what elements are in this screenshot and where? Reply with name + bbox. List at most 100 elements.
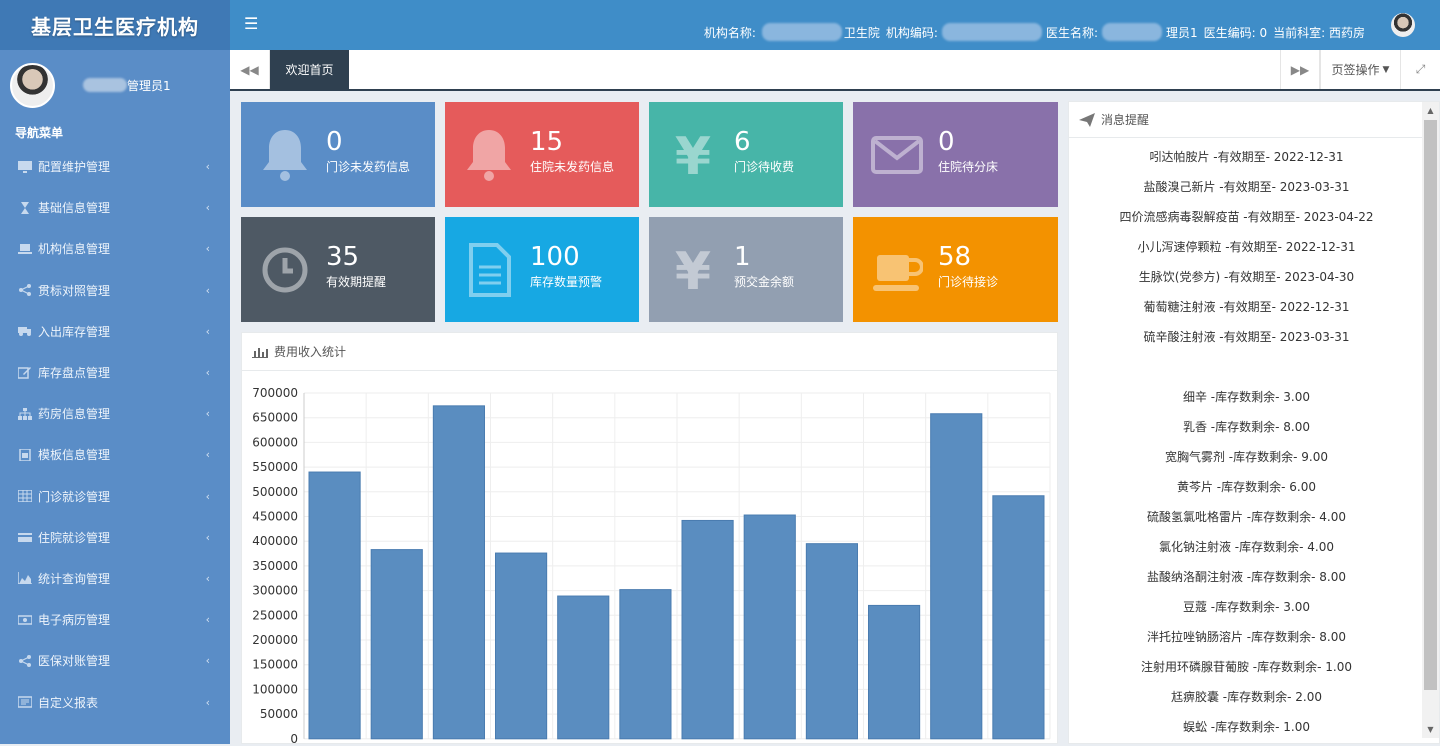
sidebar-item-label: 配置维护管理 bbox=[38, 160, 111, 175]
message-panel-header: 消息提醒 bbox=[1069, 102, 1439, 138]
scroll-down-icon[interactable]: ▼ bbox=[1427, 725, 1434, 734]
bar-12[interactable] bbox=[992, 495, 1045, 740]
stock-message: 注射用环磷腺苷葡胺 -库存数剩余- 1.00 bbox=[1140, 660, 1352, 674]
sidebar-item-label: 机构信息管理 bbox=[38, 242, 111, 257]
sidebar-item-label: 住院就诊管理 bbox=[38, 530, 111, 545]
tile-label: 门诊未发药信息 bbox=[326, 160, 411, 174]
tile-count: 100 bbox=[530, 242, 580, 272]
sidebar-item-2[interactable]: 基础信息管理 ‹ bbox=[0, 187, 230, 228]
bar-5[interactable] bbox=[557, 595, 610, 740]
sidebar-item-11[interactable]: 统计查询管理 ‹ bbox=[0, 558, 230, 599]
tile-count: 35 bbox=[326, 242, 360, 272]
message-panel-title: 消息提醒 bbox=[1101, 113, 1150, 127]
sidebar-item-8[interactable]: 模板信息管理 ‹ bbox=[0, 434, 230, 475]
bar-8[interactable] bbox=[743, 514, 796, 740]
tile-count: 15 bbox=[530, 127, 564, 157]
bar-3[interactable] bbox=[432, 405, 485, 740]
y-tick-label: 350000 bbox=[252, 559, 298, 573]
menu-toggle-icon[interactable]: ☰ bbox=[244, 14, 259, 33]
tile-count: 0 bbox=[326, 127, 343, 157]
stock-message: 尪痹胶囊 -库存数剩余- 2.00 bbox=[1170, 690, 1322, 704]
stat-tile-4[interactable]: 0 住院待分床 bbox=[853, 102, 1058, 207]
sidebar-item-14[interactable]: 自定义报表 ‹ bbox=[0, 681, 230, 722]
y-tick-label: 700000 bbox=[252, 386, 298, 400]
tab-home[interactable]: 欢迎首页 bbox=[270, 50, 349, 89]
chevron-left-icon: ‹ bbox=[205, 695, 210, 709]
clock-icon bbox=[259, 243, 311, 297]
sidebar-item-7[interactable]: 药房信息管理 ‹ bbox=[0, 393, 230, 434]
sidebar-item-1[interactable]: 配置维护管理 ‹ bbox=[0, 146, 230, 187]
stat-tile-1[interactable]: 0 门诊未发药信息 bbox=[241, 102, 435, 207]
envelope-icon bbox=[871, 128, 923, 182]
message-scrollbar[interactable]: ▲ ▼ bbox=[1422, 102, 1439, 738]
stat-tile-6[interactable]: 100 库存数量预警 bbox=[445, 217, 639, 322]
sidebar-item-12[interactable]: 电子病历管理 ‹ bbox=[0, 599, 230, 640]
sidebar-item-4[interactable]: 贯标对照管理 ‹ bbox=[0, 270, 230, 311]
org-name-suffix: 卫生院 bbox=[843, 25, 880, 40]
paper-plane-icon bbox=[1079, 112, 1095, 127]
document-icon bbox=[463, 243, 515, 297]
tile-label: 门诊待接诊 bbox=[938, 275, 999, 289]
bar-6[interactable] bbox=[619, 589, 672, 740]
chevron-left-icon: ‹ bbox=[205, 571, 210, 585]
current-dept: 当前科室: 西药房 bbox=[1273, 25, 1365, 40]
bar-4[interactable] bbox=[495, 552, 548, 740]
redacted-org-code bbox=[941, 23, 1042, 41]
expiry-message: 小儿泻速停颗粒 -有效期至- 2022-12-31 bbox=[1137, 240, 1356, 254]
expiry-message: 生脉饮(党参方) -有效期至- 2023-04-30 bbox=[1138, 270, 1355, 284]
bar-2[interactable] bbox=[370, 549, 423, 740]
bar-1[interactable] bbox=[308, 471, 361, 740]
stat-tile-2[interactable]: 15 住院未发药信息 bbox=[445, 102, 639, 207]
scroll-up-icon[interactable]: ▲ bbox=[1427, 106, 1434, 115]
bar-chart-icon bbox=[252, 347, 268, 358]
revenue-bar-chart: 7000006500006000005500005000004500004000… bbox=[252, 386, 1051, 746]
sidebar-item-3[interactable]: 机构信息管理 ‹ bbox=[0, 228, 230, 269]
org-code-label: 机构编码: bbox=[885, 25, 938, 40]
tile-count: 1 bbox=[734, 242, 751, 272]
doctor-name-suffix: 理员1 bbox=[1166, 25, 1198, 40]
bar-10[interactable] bbox=[868, 604, 921, 740]
y-tick-label: 300000 bbox=[252, 584, 298, 598]
expiry-message: 葡萄糖注射液 -有效期至- 2022-12-31 bbox=[1143, 300, 1350, 314]
tile-label: 住院未发药信息 bbox=[530, 160, 615, 174]
message-list: 吲达帕胺片 -有效期至- 2022-12-31 盐酸溴己新片 -有效期至- 202… bbox=[1069, 138, 1424, 742]
stat-tile-3[interactable]: ¥6 门诊待收费 bbox=[649, 102, 843, 207]
stat-tile-7[interactable]: ¥1 预交金余额 bbox=[649, 217, 843, 322]
sidebar-item-label: 药房信息管理 bbox=[38, 407, 111, 422]
tile-label: 预交金余额 bbox=[734, 275, 795, 289]
chevron-left-icon: ‹ bbox=[205, 613, 210, 627]
message-panel: 消息提醒 吲达帕胺片 -有效期至- 2022-12-31 盐酸溴己新片 -有效期至… bbox=[1068, 101, 1440, 744]
bar-11[interactable] bbox=[930, 413, 983, 740]
stat-tile-8[interactable]: 58 门诊待接诊 bbox=[853, 217, 1058, 322]
redacted-text bbox=[83, 78, 127, 92]
message-items: 吲达帕胺片 -有效期至- 2022-12-31 盐酸溴己新片 -有效期至- 202… bbox=[1069, 138, 1424, 742]
sidebar-item-6[interactable]: 库存盘点管理 ‹ bbox=[0, 352, 230, 393]
tab-scroll-left-button[interactable]: ◀◀ bbox=[230, 50, 270, 89]
tile-count: 6 bbox=[734, 127, 751, 157]
fullscreen-icon[interactable]: ⤢ bbox=[1400, 50, 1440, 89]
tab-scroll-right-button[interactable]: ▶▶ bbox=[1280, 50, 1320, 89]
sidebar-item-13[interactable]: 医保对账管理 ‹ bbox=[0, 640, 230, 681]
sidebar-item-10[interactable]: 住院就诊管理 ‹ bbox=[0, 517, 230, 558]
user-avatar bbox=[10, 62, 55, 108]
tab-ops-dropdown[interactable]: 页签操作 ▼ bbox=[1320, 50, 1400, 89]
sidebar-item-9[interactable]: 门诊就诊管理 ‹ bbox=[0, 476, 230, 517]
bar-7[interactable] bbox=[681, 519, 734, 740]
sidebar-item-5[interactable]: 入出库存管理 ‹ bbox=[0, 311, 230, 352]
stat-tile-5[interactable]: 35 有效期提醒 bbox=[241, 217, 435, 322]
bar-9[interactable] bbox=[805, 543, 858, 740]
y-tick-label: 500000 bbox=[252, 485, 298, 499]
scroll-thumb[interactable] bbox=[1424, 120, 1437, 690]
top-avatar[interactable] bbox=[1391, 13, 1415, 37]
cup-icon bbox=[871, 243, 924, 297]
stock-message: 宽胸气雾剂 -库存数剩余- 9.00 bbox=[1164, 450, 1328, 464]
expiry-message: 吲达帕胺片 -有效期至- 2022-12-31 bbox=[1149, 150, 1344, 164]
chevron-left-icon: ‹ bbox=[205, 407, 210, 421]
redacted-doctor-name bbox=[1102, 23, 1162, 41]
y-tick-label: 0 bbox=[290, 732, 298, 743]
bell-icon bbox=[463, 128, 515, 182]
sidebar-item-label: 统计查询管理 bbox=[38, 571, 111, 586]
stock-message: 黄芩片 -库存数剩余- 6.00 bbox=[1176, 480, 1316, 494]
chevron-left-icon: ‹ bbox=[205, 201, 210, 215]
chevron-left-icon: ‹ bbox=[205, 489, 210, 503]
